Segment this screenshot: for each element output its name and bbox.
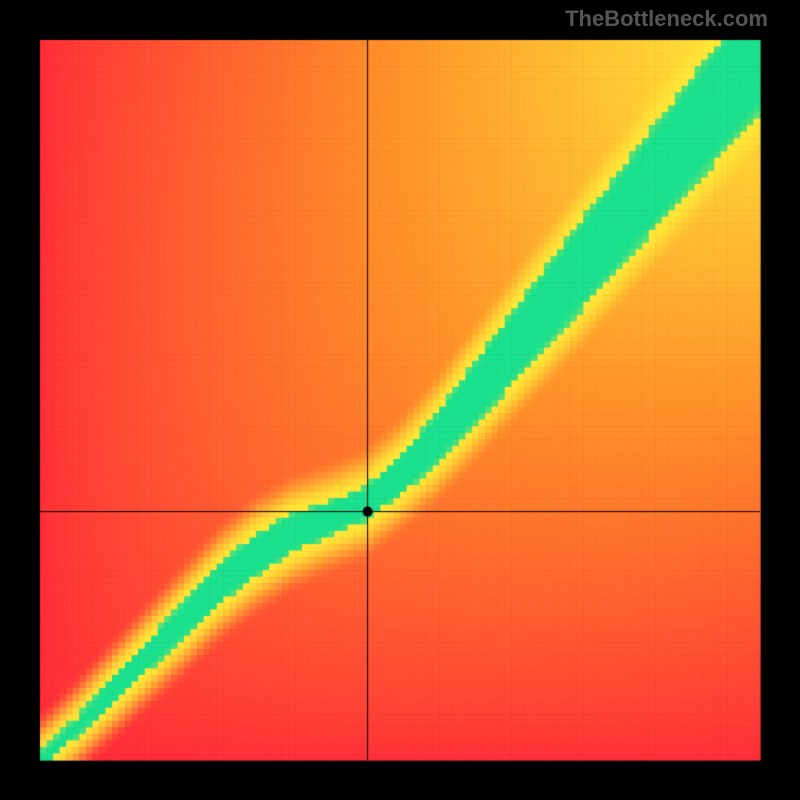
- watermark-text: TheBottleneck.com: [565, 6, 768, 32]
- root-container: TheBottleneck.com: [0, 0, 800, 800]
- heatmap-canvas: [0, 0, 800, 800]
